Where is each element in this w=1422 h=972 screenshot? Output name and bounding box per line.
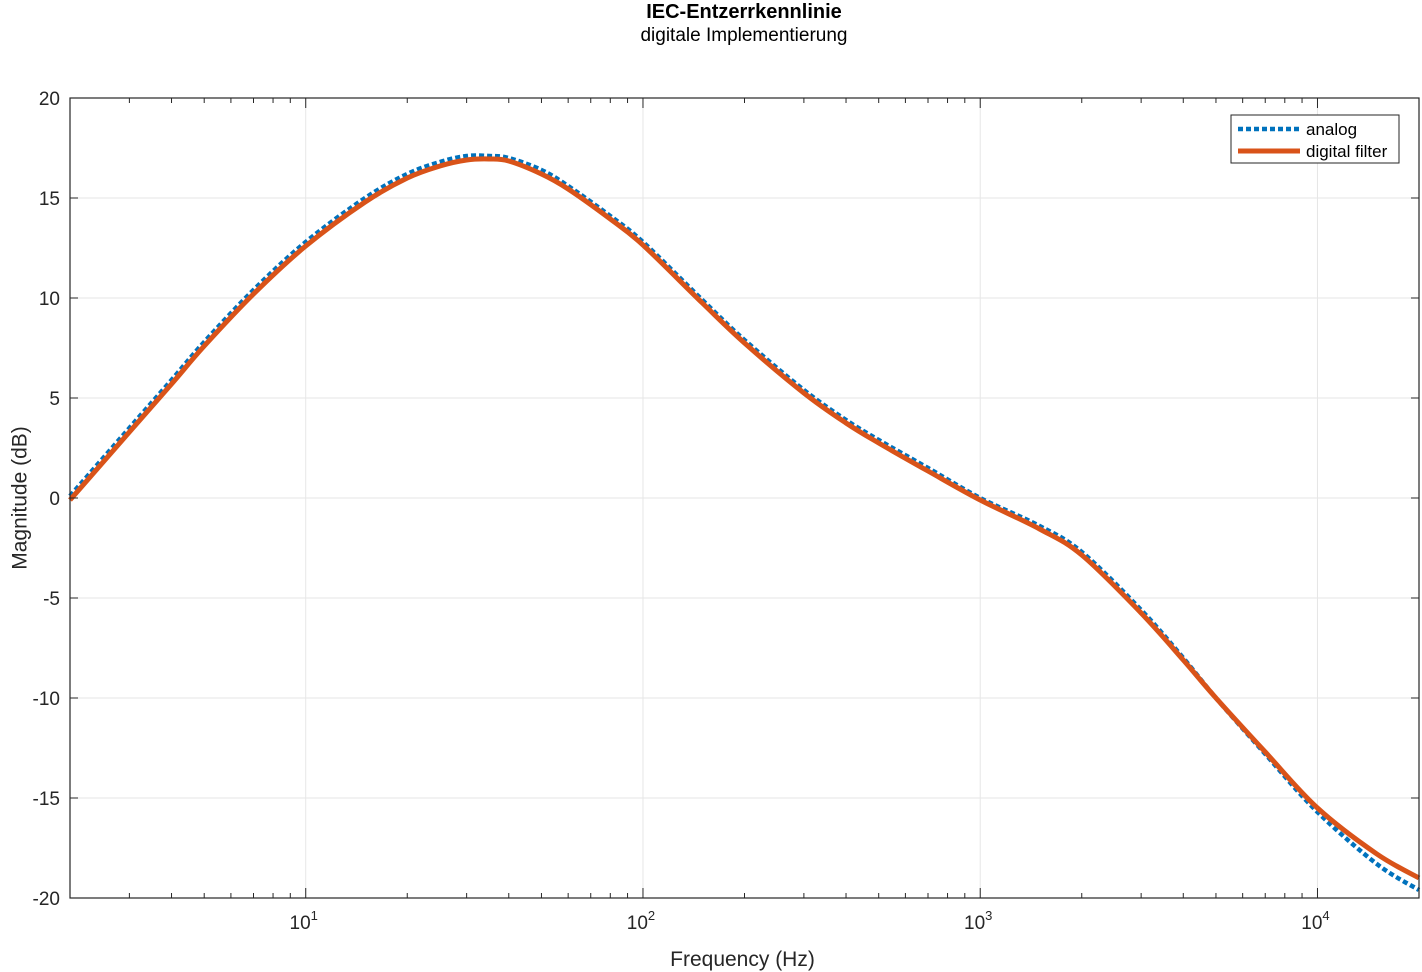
ticks <box>69 97 1420 899</box>
y-axis-label: Magnitude (dB) <box>8 426 31 570</box>
legend[interactable]: analog digital filter <box>1230 114 1400 164</box>
tick-labels: -20 -15 -10 -5 0 5 10 15 20 101 102 103 104 <box>33 89 1330 934</box>
y-tick-label: 20 <box>39 89 60 110</box>
chart-subtitle: digitale Implementierung <box>640 25 848 46</box>
series-line-analog <box>68 153 1421 892</box>
y-tick-label: -10 <box>33 689 60 710</box>
x-tick-label: 101 <box>290 908 318 934</box>
legend-box <box>1230 114 1400 164</box>
series-layer <box>68 153 1421 892</box>
legend-label-analog: analog <box>1306 120 1357 139</box>
legend-label-digital-filter: digital filter <box>1306 142 1388 161</box>
x-tick-label: 104 <box>1301 908 1329 934</box>
y-tick-label: -15 <box>33 789 60 810</box>
y-tick-label: -5 <box>43 589 60 610</box>
y-tick-label: -20 <box>33 889 60 910</box>
x-tick-label: 102 <box>627 908 655 934</box>
chart-title: IEC-Entzerrkennlinie <box>646 1 842 23</box>
series-line-digital-filter <box>68 156 1421 881</box>
x-axis-label: Frequency (Hz) <box>670 948 815 971</box>
y-tick-label: 10 <box>39 289 60 310</box>
grid <box>70 97 1419 899</box>
x-tick-label: 103 <box>964 908 992 934</box>
y-tick-label: 0 <box>49 489 60 510</box>
y-tick-label: 15 <box>39 189 60 210</box>
y-tick-label: 5 <box>49 389 60 410</box>
